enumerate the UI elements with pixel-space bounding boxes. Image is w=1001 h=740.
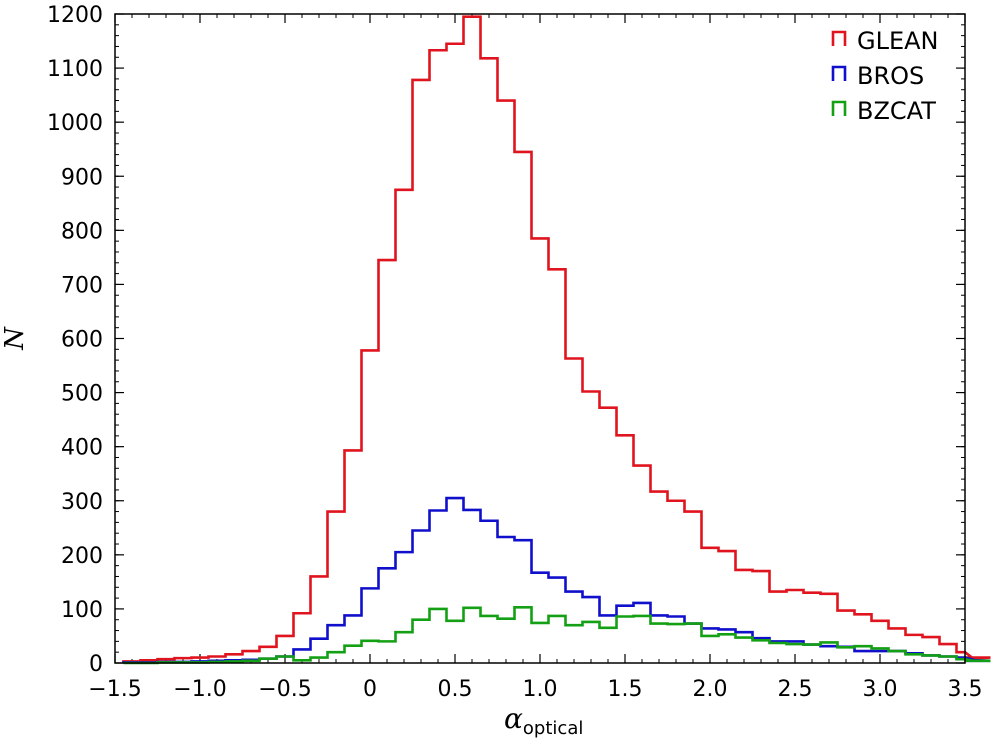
y-tick-label: 900 — [61, 165, 103, 190]
y-axis-label: N — [0, 326, 30, 351]
x-tick-label: −1.0 — [173, 677, 226, 702]
y-tick-label: 1100 — [47, 57, 103, 82]
x-axis-label: αoptical — [504, 702, 583, 739]
x-tick-label: 1.5 — [608, 677, 643, 702]
legend: GLEAN BROS BZCAT — [831, 27, 939, 125]
y-tick-label: 700 — [61, 273, 103, 298]
series-layer — [122, 15, 991, 665]
x-axis-label-subscript: optical — [523, 718, 583, 739]
legend-swatch — [831, 65, 847, 81]
x-tick-label: −0.5 — [258, 677, 311, 702]
legend-item-glean: GLEAN — [831, 27, 939, 55]
legend-item-bzcat: BZCAT — [831, 97, 936, 125]
x-tick-label: 3.5 — [948, 677, 983, 702]
histogram-line-glean — [122, 15, 991, 663]
legend-item-bros: BROS — [831, 62, 924, 90]
y-tick-label: 400 — [61, 436, 103, 461]
y-tick-label: 1000 — [47, 111, 103, 136]
x-axis-label-symbol: α — [504, 702, 523, 735]
x-tick-label: 3.0 — [863, 677, 898, 702]
legend-label: BROS — [857, 62, 924, 90]
y-tick-label: 0 — [89, 652, 103, 677]
x-tick-label: −1.5 — [88, 677, 141, 702]
y-tick-label: 800 — [61, 219, 103, 244]
legend-label: BZCAT — [857, 97, 936, 125]
legend-label: GLEAN — [857, 27, 939, 55]
series-bros — [122, 496, 991, 664]
y-axis-ticks: 0 100 200 300 400 500 600 700 800 900 1000 1100 1200 — [47, 3, 965, 677]
legend-swatch — [831, 100, 847, 116]
y-tick-label: 1200 — [47, 3, 103, 28]
y-tick-label: 200 — [61, 544, 103, 569]
x-tick-label: 0 — [363, 677, 377, 702]
y-tick-label: 300 — [61, 490, 103, 515]
y-tick-label: 600 — [61, 328, 103, 353]
series-bzcat — [123, 605, 991, 665]
histogram-line-bzcat — [123, 605, 991, 665]
histogram-line-bros — [122, 496, 991, 664]
series-glean — [122, 15, 991, 663]
x-tick-label: 0.5 — [438, 677, 473, 702]
x-tick-label: 2.0 — [693, 677, 728, 702]
legend-swatch — [831, 30, 847, 46]
x-axis-ticks: −1.5 −1.0 −0.5 0 0.5 1.0 1.5 2.0 2.5 3.0 3.5 — [88, 14, 983, 702]
x-tick-label: 2.5 — [778, 677, 813, 702]
x-tick-label: 1.0 — [523, 677, 558, 702]
y-tick-label: 500 — [61, 382, 103, 407]
y-tick-label: 100 — [61, 598, 103, 623]
plot-frame — [114, 13, 966, 664]
